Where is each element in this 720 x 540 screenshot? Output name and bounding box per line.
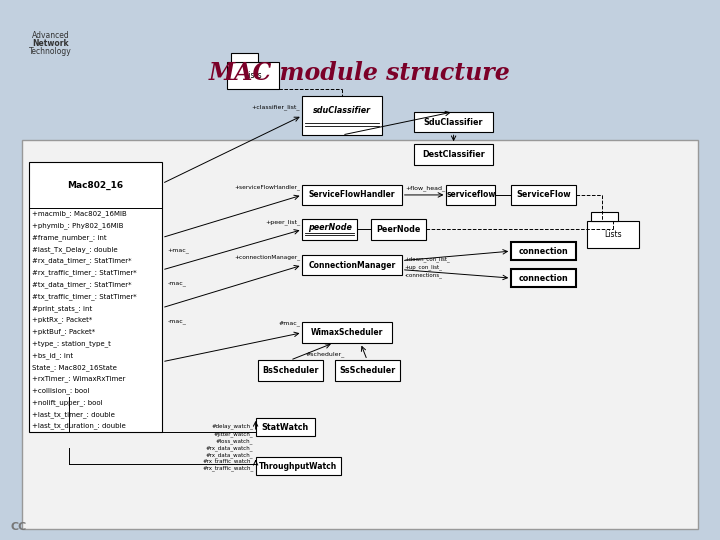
FancyBboxPatch shape [511,269,576,287]
FancyBboxPatch shape [511,185,576,205]
Text: Mac802_16: Mac802_16 [68,180,123,190]
Text: +peer_list_: +peer_list_ [265,219,300,225]
FancyBboxPatch shape [302,185,402,205]
Text: Lists: Lists [604,230,621,239]
FancyBboxPatch shape [302,255,402,275]
Text: SsScheduler: SsScheduler [339,366,395,375]
Text: ServiceFlow: ServiceFlow [516,191,571,199]
Text: #rx_data_watch_: #rx_data_watch_ [206,452,253,458]
FancyBboxPatch shape [414,112,493,132]
Text: #tx_data_timer_: StatTimer*: #tx_data_timer_: StatTimer* [32,281,132,288]
Text: connection: connection [518,247,569,255]
Text: #loss_watch_: #loss_watch_ [216,438,253,444]
FancyBboxPatch shape [302,96,382,135]
Text: ConnectionManager: ConnectionManager [308,261,396,269]
FancyBboxPatch shape [258,360,323,381]
Text: +last_tx_timer_: double: +last_tx_timer_: double [32,411,115,417]
Text: +type_: station_type_t: +type_: station_type_t [32,340,112,347]
FancyBboxPatch shape [414,144,493,165]
FancyBboxPatch shape [371,219,426,240]
FancyBboxPatch shape [302,219,357,240]
Text: +mac_: +mac_ [168,248,189,254]
Text: Technology: Technology [29,47,72,56]
Text: #mac_: #mac_ [279,320,300,326]
Text: sduClassifier: sduClassifier [313,106,371,116]
Text: +down_con_list_: +down_con_list_ [405,256,451,261]
FancyBboxPatch shape [446,185,495,205]
Text: Advanced: Advanced [32,31,69,39]
FancyBboxPatch shape [511,242,576,260]
FancyBboxPatch shape [256,418,315,436]
Text: +phymib_: Phy802_16MIB: +phymib_: Phy802_16MIB [32,222,124,229]
Text: StatWatch: StatWatch [261,423,309,431]
Text: +flow_head_: +flow_head_ [405,186,446,191]
Text: +nolift_upper_: bool: +nolift_upper_: bool [32,399,103,406]
FancyBboxPatch shape [22,140,698,529]
Text: DestClassifier: DestClassifier [422,150,485,159]
Text: +rxTimer_: WimaxRxTimer: +rxTimer_: WimaxRxTimer [32,375,126,382]
Text: +classifier_list_: +classifier_list_ [252,105,300,110]
Text: #last_Tx_Delay_: double: #last_Tx_Delay_: double [32,246,118,253]
Text: #tx_traffic_timer_: StatTimer*: #tx_traffic_timer_: StatTimer* [32,293,137,300]
Text: #rx_traffic_timer_: StatTimer*: #rx_traffic_timer_: StatTimer* [32,269,137,276]
Text: Lists: Lists [244,71,261,80]
Text: +last_tx_duration_: double: +last_tx_duration_: double [32,423,126,429]
Text: #rx_traffic_watch_: #rx_traffic_watch_ [202,465,253,471]
Text: #delay_watch_: #delay_watch_ [212,423,253,429]
Text: #print_stats_: int: #print_stats_: int [32,305,93,312]
Text: +collision_: bool: +collision_: bool [32,387,90,394]
FancyBboxPatch shape [256,457,341,475]
Text: +up_con_list_: +up_con_list_ [405,264,443,270]
Text: #rx_data_watch_: #rx_data_watch_ [206,446,253,451]
Text: +pktBuf_: Packet*: +pktBuf_: Packet* [32,328,96,335]
Text: +serviceFlowHandler_: +serviceFlowHandler_ [234,184,300,190]
Text: ThroughputWatch: ThroughputWatch [259,462,337,470]
Text: ServiceFlowHandler: ServiceFlowHandler [309,191,395,199]
Text: serviceflow: serviceflow [446,191,495,199]
Text: #rx_traffic_watch_: #rx_traffic_watch_ [202,458,253,464]
Text: +macmib_: Mac802_16MIB: +macmib_: Mac802_16MIB [32,211,127,217]
Text: PeerNode: PeerNode [376,225,420,234]
FancyBboxPatch shape [335,360,400,381]
Text: peerNode: peerNode [308,222,351,232]
FancyBboxPatch shape [29,162,162,432]
Text: #frame_number_: int: #frame_number_: int [32,234,107,241]
Text: -connections_: -connections_ [405,272,443,278]
Text: WimaxScheduler: WimaxScheduler [311,328,383,337]
Text: +pktRx_: Packet*: +pktRx_: Packet* [32,316,93,323]
FancyBboxPatch shape [302,322,392,343]
Text: Network: Network [32,39,68,48]
Text: State_: Mac802_16State: State_: Mac802_16State [32,364,117,370]
FancyBboxPatch shape [231,53,258,62]
Text: BsScheduler: BsScheduler [262,366,318,375]
Text: -mac_: -mac_ [168,281,186,286]
Text: +connectionManager_: +connectionManager_ [234,254,300,260]
Text: #rx_data_timer_: StatTimer*: #rx_data_timer_: StatTimer* [32,258,132,265]
Text: #jitter_watch_: #jitter_watch_ [214,431,253,437]
Text: CC: CC [11,522,27,531]
FancyBboxPatch shape [587,221,639,248]
FancyBboxPatch shape [591,212,618,221]
Text: #scheduler_: #scheduler_ [306,351,346,357]
Text: connection: connection [518,274,569,282]
FancyBboxPatch shape [227,62,279,89]
Text: +bs_id_: int: +bs_id_: int [32,352,73,359]
Text: -mac_: -mac_ [168,319,186,324]
Text: SduClassifier: SduClassifier [424,118,483,126]
Text: MAC module structure: MAC module structure [209,61,511,85]
